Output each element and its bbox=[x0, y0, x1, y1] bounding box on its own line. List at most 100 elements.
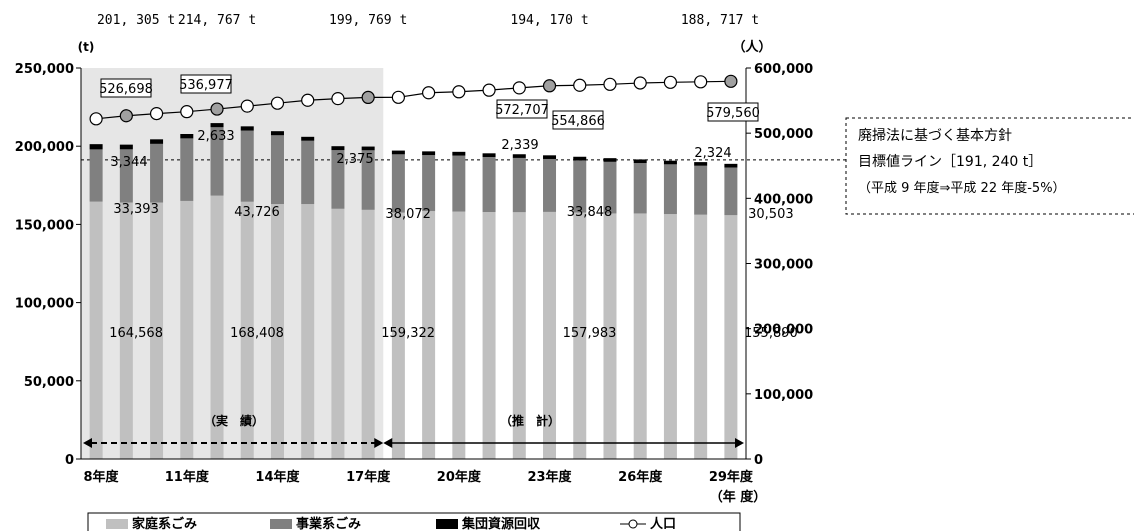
actual-arrow-head-left bbox=[83, 438, 92, 448]
bar-business-15 bbox=[301, 140, 315, 205]
bar-business-28 bbox=[694, 165, 708, 215]
group-value-label: 3,344 bbox=[110, 155, 147, 170]
right-tick-label: 0 bbox=[754, 453, 763, 468]
left-tick-label: 200,000 bbox=[15, 140, 74, 155]
forecast-arrow-head-left bbox=[383, 438, 393, 448]
population-point-11 bbox=[180, 105, 194, 119]
group-value-label: 2,339 bbox=[501, 138, 538, 153]
household-value-label: 168,408 bbox=[230, 326, 284, 341]
x-axis-label: （年 度） bbox=[710, 489, 767, 505]
bar-business-20 bbox=[452, 155, 466, 212]
bar-household-11 bbox=[180, 200, 194, 459]
bar-household-12 bbox=[210, 195, 224, 459]
bar-household-17 bbox=[361, 209, 375, 459]
bar-business-8 bbox=[89, 149, 103, 202]
legend-swatch-0 bbox=[106, 519, 128, 529]
population-point-27 bbox=[663, 75, 678, 89]
bar-household-24 bbox=[573, 212, 587, 459]
legend-label-0: 家庭系ごみ bbox=[132, 516, 197, 531]
bar-household-19 bbox=[422, 211, 436, 459]
group-value-label: 2,324 bbox=[694, 146, 731, 161]
population-point-9 bbox=[119, 109, 133, 123]
bar-household-14 bbox=[270, 204, 284, 459]
business-value-label: 33,848 bbox=[567, 205, 613, 220]
bar-group-collection-13 bbox=[240, 126, 254, 131]
right-tick-label: 600,000 bbox=[754, 62, 813, 77]
business-value-label: 33,393 bbox=[113, 202, 159, 217]
bar-household-15 bbox=[301, 204, 315, 459]
bar-household-20 bbox=[452, 211, 466, 459]
bar-household-29 bbox=[724, 215, 738, 459]
population-point-16 bbox=[331, 92, 345, 106]
population-point-8 bbox=[89, 112, 103, 126]
x-tick-label: 29年度 bbox=[709, 469, 754, 485]
left-tick-label: 0 bbox=[65, 453, 74, 468]
bar-business-25 bbox=[603, 161, 617, 214]
left-tick-label: 250,000 bbox=[15, 62, 74, 77]
group-value-label: 2,633 bbox=[197, 129, 234, 144]
right-tick-label: 300,000 bbox=[754, 258, 813, 273]
left-tick-label: 100,000 bbox=[15, 297, 74, 312]
population-line bbox=[96, 80, 731, 120]
population-point-20 bbox=[452, 85, 466, 99]
left-tick-label: 150,000 bbox=[15, 218, 74, 233]
bar-group-collection-20 bbox=[452, 151, 466, 156]
bar-group-collection-10 bbox=[150, 139, 164, 144]
bar-group-collection-24 bbox=[573, 156, 587, 161]
legend-label-1: 事業系ごみ bbox=[296, 516, 361, 531]
population-point-25 bbox=[603, 77, 617, 91]
population-point-23 bbox=[542, 79, 557, 93]
bar-household-27 bbox=[663, 214, 677, 459]
population-point-26 bbox=[633, 76, 647, 90]
bar-group-collection-15 bbox=[301, 136, 315, 141]
population-label-box bbox=[552, 110, 604, 130]
bar-group-collection-16 bbox=[331, 146, 345, 151]
right-tick-label: 200,000 bbox=[754, 323, 813, 338]
population-point-22 bbox=[512, 81, 526, 95]
bar-business-17 bbox=[361, 150, 375, 210]
bar-group-collection-22 bbox=[512, 154, 526, 158]
top-total-label: 214, 767 t bbox=[178, 13, 256, 28]
business-value-label: 43,726 bbox=[234, 205, 280, 220]
bar-group-collection-21 bbox=[482, 153, 496, 157]
bar-business-21 bbox=[482, 156, 496, 213]
x-tick-label: 14年度 bbox=[255, 469, 300, 485]
x-tick-label: 11年度 bbox=[165, 469, 210, 485]
bar-household-22 bbox=[512, 212, 526, 459]
bar-household-26 bbox=[633, 213, 647, 459]
right-axis-unit: （人） bbox=[732, 39, 771, 55]
bar-business-24 bbox=[573, 160, 587, 213]
bar-business-16 bbox=[331, 150, 345, 209]
bar-group-collection-29 bbox=[724, 163, 738, 168]
bar-household-13 bbox=[240, 201, 254, 460]
top-total-label: 188, 717 t bbox=[681, 13, 759, 28]
bar-household-28 bbox=[694, 214, 708, 459]
population-point-28 bbox=[694, 75, 708, 89]
population-point-12 bbox=[210, 102, 224, 116]
bar-household-16 bbox=[331, 208, 345, 459]
bar-group-collection-18 bbox=[391, 150, 405, 155]
bar-business-14 bbox=[270, 135, 284, 205]
population-label-box bbox=[496, 99, 548, 119]
bar-business-19 bbox=[422, 155, 436, 212]
bar-group-collection-14 bbox=[270, 131, 284, 136]
population-point-10 bbox=[149, 107, 164, 121]
right-tick-label: 400,000 bbox=[754, 192, 813, 207]
bar-group-collection-26 bbox=[633, 159, 647, 164]
bar-business-10 bbox=[150, 143, 164, 203]
population-value-label: 526,698 bbox=[99, 82, 153, 97]
bar-business-18 bbox=[391, 154, 405, 213]
x-tick-label: 26年度 bbox=[618, 469, 663, 485]
group-value-label: 2,375 bbox=[336, 152, 373, 167]
top-total-label: 194, 170 t bbox=[510, 13, 588, 28]
population-label-box bbox=[707, 102, 759, 122]
actual-period-label: （実 績） bbox=[204, 413, 264, 428]
bar-business-23 bbox=[543, 158, 557, 212]
top-total-label: 199, 769 t bbox=[329, 13, 407, 28]
left-axis-unit: (t) bbox=[78, 40, 95, 54]
population-value-label: 536,977 bbox=[179, 78, 233, 93]
right-tick-label: 500,000 bbox=[754, 127, 813, 142]
x-tick-label: 17年度 bbox=[346, 469, 391, 485]
bar-household-18 bbox=[391, 212, 405, 459]
bar-business-26 bbox=[633, 163, 647, 214]
